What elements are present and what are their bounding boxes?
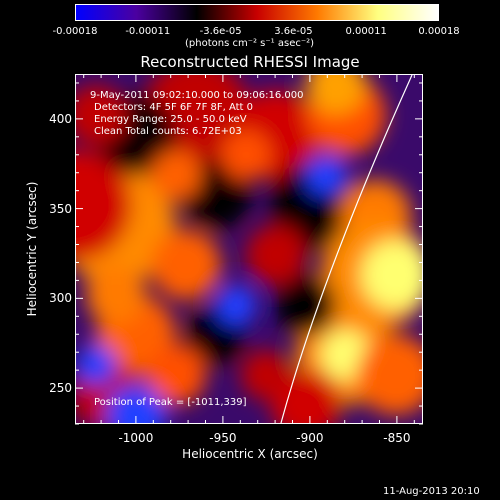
info-line-1: 9-May-2011 09:02:10.000 to 09:06:16.000 — [90, 90, 304, 101]
y-tick-label: 400 — [49, 111, 72, 126]
solar-image — [76, 75, 422, 423]
image-plot: 9-May-2011 09:02:10.000 to 09:06:16.000 … — [75, 74, 423, 424]
x-tick-label: -950 — [209, 431, 237, 445]
colorbar-tick-label: 0.00018 — [418, 26, 460, 37]
x-tick-label: -900 — [296, 431, 324, 445]
x-tick-label: -850 — [383, 431, 411, 445]
y-tick-label: 350 — [49, 201, 72, 216]
colorbar-tick-label: 0.00011 — [345, 26, 387, 37]
x-axis-label: Heliocentric X (arcsec) — [182, 447, 318, 461]
x-tick-label: -1000 — [118, 431, 154, 445]
peak-position: Position of Peak = [-1011,339] — [94, 397, 247, 408]
info-line-4: Clean Total counts: 6.72E+03 — [94, 126, 242, 137]
y-tick-label: 300 — [49, 291, 72, 306]
footer-date: 11-Aug-2013 20:10 — [383, 486, 480, 497]
colorbar — [75, 4, 439, 21]
colorbar-tick-label: -0.00011 — [125, 26, 171, 37]
y-tick-label: 250 — [49, 381, 72, 396]
y-axis-label: Heliocentric Y (arcsec) — [25, 181, 39, 317]
info-line-3: Energy Range: 25.0 - 50.0 keV — [94, 114, 247, 125]
colorbar-tick-label: -3.6e-05 — [199, 26, 242, 37]
info-line-2: Detectors: 4F 5F 6F 7F 8F, Att 0 — [94, 102, 254, 113]
colorbar-tick-label: 3.6e-05 — [274, 26, 313, 37]
colorbar-tick-label: -0.00018 — [52, 26, 98, 37]
plot-title: Reconstructed RHESSI Image — [140, 53, 360, 71]
colorbar-unit-label: (photons cm⁻² s⁻¹ asec⁻²) — [185, 38, 315, 49]
